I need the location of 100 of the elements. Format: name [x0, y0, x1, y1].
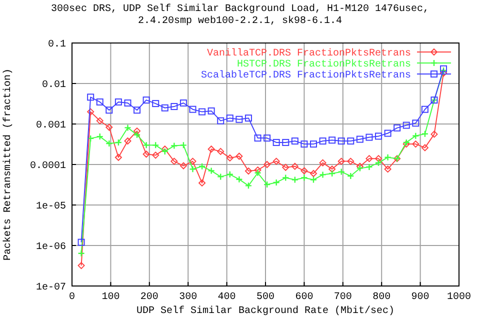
point	[384, 154, 392, 161]
legend-label: VanillaTCP.DRS FractionPktsRetrans	[206, 48, 411, 60]
point	[114, 154, 122, 161]
point	[208, 107, 215, 114]
point	[375, 155, 382, 162]
x-tick-label: 600	[295, 292, 314, 303]
x-tick-label: 400	[218, 292, 236, 303]
point	[189, 165, 196, 173]
x-tick-label: 100	[102, 292, 120, 303]
point	[421, 130, 429, 138]
point	[170, 103, 178, 110]
point	[161, 148, 168, 156]
point	[412, 120, 420, 127]
point	[366, 155, 373, 162]
y-tick-label: 1e-05	[36, 202, 66, 212]
point	[319, 159, 326, 166]
point	[96, 117, 104, 124]
point	[310, 140, 317, 148]
point	[375, 132, 382, 140]
point	[338, 138, 345, 145]
point	[198, 162, 206, 170]
y-axis-title: Packets Retransmitted (fraction)	[2, 68, 14, 261]
point	[208, 167, 215, 174]
point	[347, 138, 354, 145]
point	[328, 136, 336, 144]
point	[338, 158, 345, 165]
point	[300, 174, 308, 182]
point	[106, 140, 113, 148]
point	[170, 158, 178, 165]
point	[124, 138, 132, 145]
x-tick-label: 0	[68, 292, 76, 303]
y-tick-label: 0.1	[48, 40, 66, 50]
point	[114, 98, 122, 106]
point	[421, 106, 428, 113]
point	[180, 162, 187, 170]
point	[282, 138, 290, 146]
point	[142, 142, 150, 149]
point	[254, 169, 262, 177]
point	[142, 150, 150, 158]
point	[133, 131, 141, 138]
point	[96, 98, 104, 106]
point	[300, 167, 308, 174]
point	[217, 148, 224, 155]
legend-label: ScalableTCP.DRS FractionPktsRetrans	[200, 70, 411, 82]
point	[189, 158, 196, 165]
point	[226, 170, 234, 178]
point	[78, 238, 85, 246]
x-tick-label: 200	[140, 292, 158, 303]
y-tick-label: 0.001	[36, 120, 66, 132]
point	[384, 130, 392, 137]
point	[198, 108, 206, 116]
point	[114, 138, 122, 146]
point	[412, 132, 420, 140]
point	[236, 176, 243, 183]
point	[272, 178, 280, 186]
point	[217, 173, 224, 180]
point	[310, 176, 318, 184]
point	[300, 140, 308, 148]
point	[124, 100, 132, 106]
point	[180, 142, 188, 149]
point	[124, 124, 132, 132]
point	[106, 124, 113, 131]
x-tick-label: 900	[411, 292, 430, 303]
x-tick-label: 1000	[446, 292, 472, 303]
point	[264, 134, 271, 142]
point	[78, 262, 85, 270]
point	[152, 100, 160, 108]
point	[198, 179, 206, 186]
point	[134, 128, 141, 135]
y-tick-label: 1e-06	[36, 242, 66, 253]
y-tick-label: 1e-07	[36, 282, 66, 294]
y-tick-label: 0.01	[42, 80, 66, 91]
point	[430, 130, 438, 138]
point	[87, 94, 94, 101]
point	[170, 142, 178, 150]
point	[180, 100, 187, 106]
x-tick-label: 800	[372, 292, 391, 303]
point	[272, 138, 280, 146]
point	[236, 116, 243, 123]
point	[189, 106, 196, 113]
point	[310, 170, 317, 177]
point	[263, 180, 271, 188]
point	[217, 117, 224, 124]
chart-title: 300sec DRS, UDP Self Similar Background Load, H1-M120 1476usec,	[50, 3, 430, 15]
x-tick-label: 500	[256, 292, 275, 303]
point	[291, 176, 299, 184]
point	[142, 96, 150, 104]
point	[87, 108, 94, 116]
point	[394, 124, 401, 132]
point	[374, 159, 382, 166]
point	[328, 170, 336, 178]
point	[96, 132, 104, 140]
legend-label: HSTCP.DRS FractionPktsRetrans	[236, 58, 411, 70]
point	[244, 168, 252, 175]
point	[282, 174, 290, 182]
point	[319, 171, 326, 178]
point	[226, 154, 234, 162]
point	[412, 140, 420, 148]
point	[328, 166, 336, 173]
point	[236, 152, 243, 160]
